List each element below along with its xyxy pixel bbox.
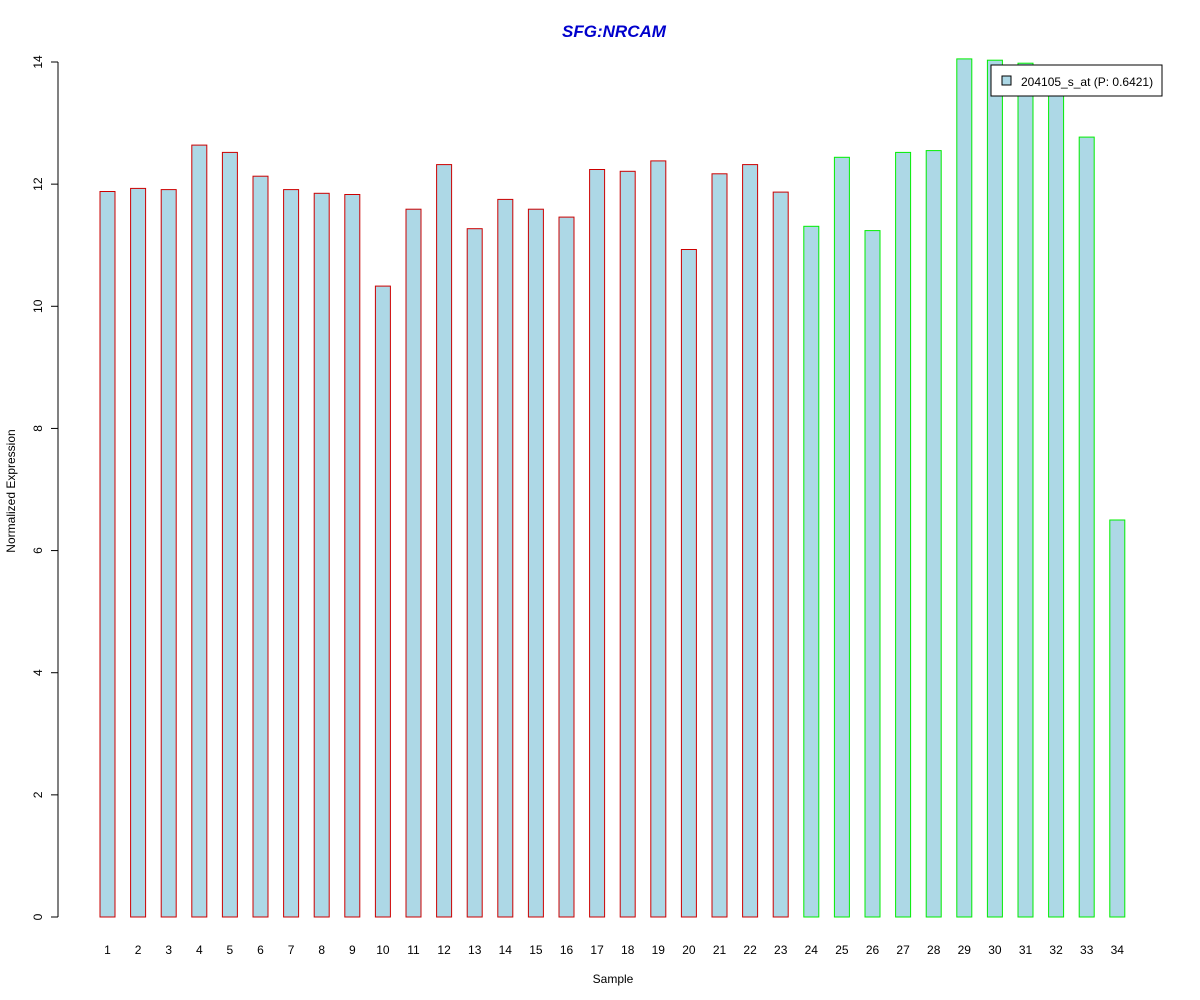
bar-sample-22 (742, 164, 759, 918)
bar-sample-6 (252, 175, 269, 918)
x-tick-label: 23 (774, 943, 788, 957)
x-tick-labels: 1 2 3 4 5 6 7 8 9 10 11 12 13 14 15 16 17 18 19 20 21 22 23 24 2… (104, 943, 1124, 957)
bar-sample-16 (558, 216, 575, 918)
x-tick-label: 30 (988, 943, 1002, 957)
bar-sample-14 (497, 198, 514, 918)
bar-sample-15 (527, 208, 544, 918)
x-tick-label: 4 (196, 943, 203, 957)
y-tick-label: 6 (31, 547, 45, 554)
bar-sample-3 (160, 189, 177, 918)
bar-sample-18 (619, 170, 636, 918)
bar-sample-17 (589, 169, 606, 918)
bar-sample-19 (650, 160, 667, 918)
bar-sample-9 (344, 194, 361, 918)
legend-box (990, 64, 1163, 97)
x-tick-label: 32 (1049, 943, 1063, 957)
bar-sample-10 (374, 285, 391, 918)
y-tick-label: 0 (31, 913, 45, 920)
y-tick-label: 10 (31, 299, 45, 313)
x-tick-label: 33 (1080, 943, 1094, 957)
bar-sample-27 (895, 151, 912, 918)
x-tick-label: 27 (896, 943, 910, 957)
x-tick-label: 6 (257, 943, 264, 957)
x-tick-label: 16 (560, 943, 574, 957)
y-axis: 0 2 4 6 8 10 12 14 (31, 55, 59, 920)
x-tick-label: 3 (165, 943, 172, 957)
x-tick-label: 14 (499, 943, 513, 957)
x-tick-label: 1 (104, 943, 111, 957)
chart-title: SFG:NRCAM (562, 22, 667, 41)
x-tick-label: 17 (590, 943, 604, 957)
bar-sample-8 (313, 192, 330, 918)
x-tick-label: 8 (318, 943, 325, 957)
bar-sample-33 (1078, 136, 1095, 918)
x-tick-label: 20 (682, 943, 696, 957)
x-tick-label: 19 (652, 943, 666, 957)
x-tick-label: 9 (349, 943, 356, 957)
x-axis-title: Sample (593, 972, 634, 986)
x-tick-label: 13 (468, 943, 482, 957)
y-axis-title: Normalized Expression (4, 429, 18, 552)
x-tick-label: 28 (927, 943, 941, 957)
x-tick-label: 34 (1111, 943, 1125, 957)
legend: 204105_s_at (P: 0.6421) (990, 64, 1163, 97)
x-tick-label: 12 (437, 943, 451, 957)
bar-sample-25 (833, 156, 850, 918)
bars (99, 58, 1126, 918)
bar-sample-24 (803, 225, 820, 918)
bar-sample-12 (436, 164, 453, 918)
legend-label: 204105_s_at (P: 0.6421) (1021, 75, 1153, 89)
x-tick-label: 5 (227, 943, 234, 957)
y-tick-label: 2 (31, 791, 45, 798)
bar-sample-26 (864, 230, 881, 918)
y-tick-label: 4 (31, 669, 45, 676)
bar-sample-34 (1109, 519, 1126, 918)
bar-sample-28 (925, 150, 942, 918)
bar-sample-29 (956, 58, 973, 918)
x-tick-label: 10 (376, 943, 390, 957)
bar-sample-23 (772, 191, 789, 918)
bar-sample-11 (405, 208, 422, 918)
x-tick-label: 15 (529, 943, 543, 957)
y-tick-label: 8 (31, 425, 45, 432)
bar-sample-13 (466, 228, 483, 918)
bar-sample-32 (1048, 78, 1065, 918)
x-tick-label: 11 (407, 943, 420, 957)
x-tick-label: 18 (621, 943, 635, 957)
x-tick-label: 2 (135, 943, 142, 957)
bar-sample-7 (283, 189, 300, 918)
x-tick-label: 31 (1019, 943, 1033, 957)
bar-sample-30 (986, 59, 1003, 918)
legend-swatch (1001, 75, 1012, 86)
x-tick-label: 24 (805, 943, 819, 957)
bar-sample-21 (711, 173, 728, 918)
y-tick-label: 12 (31, 177, 45, 191)
x-tick-label: 29 (958, 943, 972, 957)
y-tick-label: 14 (31, 55, 45, 69)
bar-sample-20 (680, 249, 697, 918)
bar-sample-4 (191, 144, 208, 918)
x-tick-label: 7 (288, 943, 295, 957)
x-tick-label: 21 (713, 943, 727, 957)
x-tick-label: 25 (835, 943, 849, 957)
bar-sample-2 (130, 187, 147, 918)
bar-sample-1 (99, 191, 116, 918)
x-tick-label: 26 (866, 943, 880, 957)
bar-sample-5 (221, 151, 238, 918)
bar-sample-31 (1017, 62, 1034, 918)
x-tick-label: 22 (743, 943, 757, 957)
